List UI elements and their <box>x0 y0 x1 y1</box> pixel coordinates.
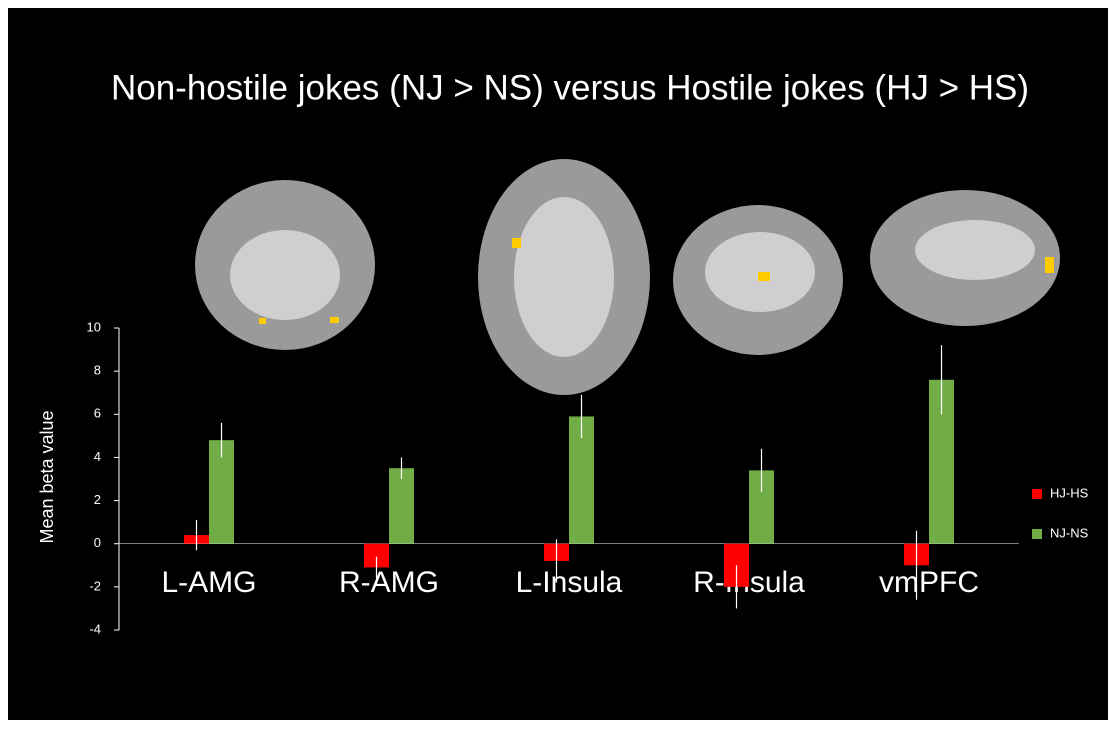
y-tick-label: 6 <box>94 406 101 421</box>
brain-midsagittal-inner <box>915 220 1035 280</box>
activation <box>259 318 266 324</box>
activation <box>758 272 770 281</box>
legend-swatch <box>1032 489 1042 499</box>
legend-swatch <box>1032 529 1042 539</box>
page: Non-hostile jokes (NJ > NS) versus Hosti… <box>0 0 1117 729</box>
y-tick-label: 2 <box>94 492 101 507</box>
x-tick-label: L-AMG <box>161 566 256 599</box>
y-tick-label: 8 <box>94 363 101 378</box>
chart-title: Non-hostile jokes (NJ > NS) versus Hosti… <box>111 68 1029 107</box>
x-tick-label: R-Insula <box>693 566 805 599</box>
y-tick-label: -4 <box>89 621 101 636</box>
x-tick-label: vmPFC <box>879 566 979 599</box>
y-axis-label: Mean beta value <box>37 410 57 543</box>
x-tick-label: R-AMG <box>339 566 439 599</box>
brain-axial-inner <box>514 197 614 357</box>
bar <box>389 468 414 544</box>
y-tick-label: 0 <box>94 535 101 550</box>
legend-label: HJ-HS <box>1050 485 1089 500</box>
activation <box>512 238 521 248</box>
y-tick-label: 10 <box>87 319 101 334</box>
legend-label: NJ-NS <box>1050 525 1089 540</box>
y-tick-label: -2 <box>89 578 101 593</box>
activation <box>1045 257 1054 273</box>
activation <box>330 317 339 323</box>
y-tick-label: 4 <box>94 449 101 464</box>
chart: Non-hostile jokes (NJ > NS) versus Hosti… <box>0 0 1117 729</box>
brain-coronal-inner <box>230 230 340 320</box>
x-tick-label: L-Insula <box>516 566 623 599</box>
